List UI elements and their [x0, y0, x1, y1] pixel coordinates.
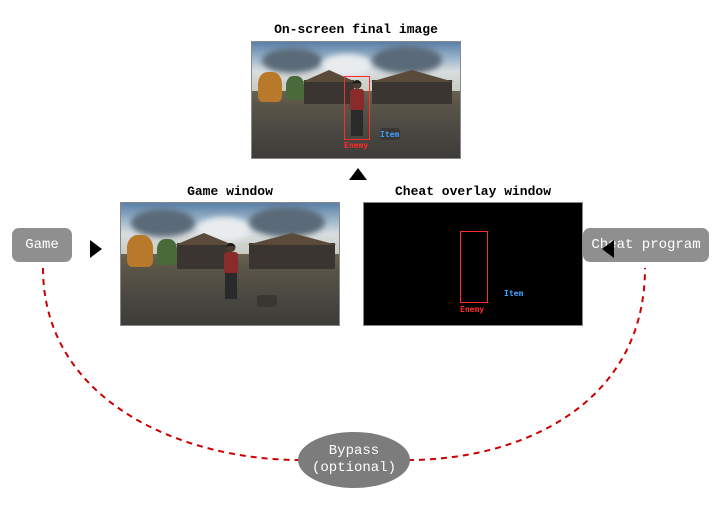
game-window-label: Game window [120, 184, 340, 199]
bypass-node: Bypass (optional) [298, 432, 410, 488]
bypass-node-label: Bypass (optional) [312, 443, 396, 477]
item-overlay-label: Item [504, 289, 523, 298]
final-image-label: On-screen final image [251, 22, 461, 37]
arrow-up-icon [349, 168, 367, 180]
enemy-overlay-label: Enemy [344, 141, 368, 150]
game-node-label: Game [25, 237, 59, 254]
cheat-overlay-screenshot: Enemy Item [363, 202, 583, 326]
enemy-overlay-box [344, 76, 370, 140]
game-window-screenshot [120, 202, 340, 326]
item-overlay-label: Item [380, 130, 399, 139]
enemy-overlay-box [460, 231, 488, 303]
enemy-overlay-label: Enemy [460, 305, 484, 314]
arrow-left-icon [602, 240, 614, 258]
cheat-window-label: Cheat overlay window [363, 184, 583, 199]
game-node: Game [12, 228, 72, 262]
arrow-right-icon [90, 240, 102, 258]
final-image-screenshot: Enemy Item [251, 41, 461, 159]
